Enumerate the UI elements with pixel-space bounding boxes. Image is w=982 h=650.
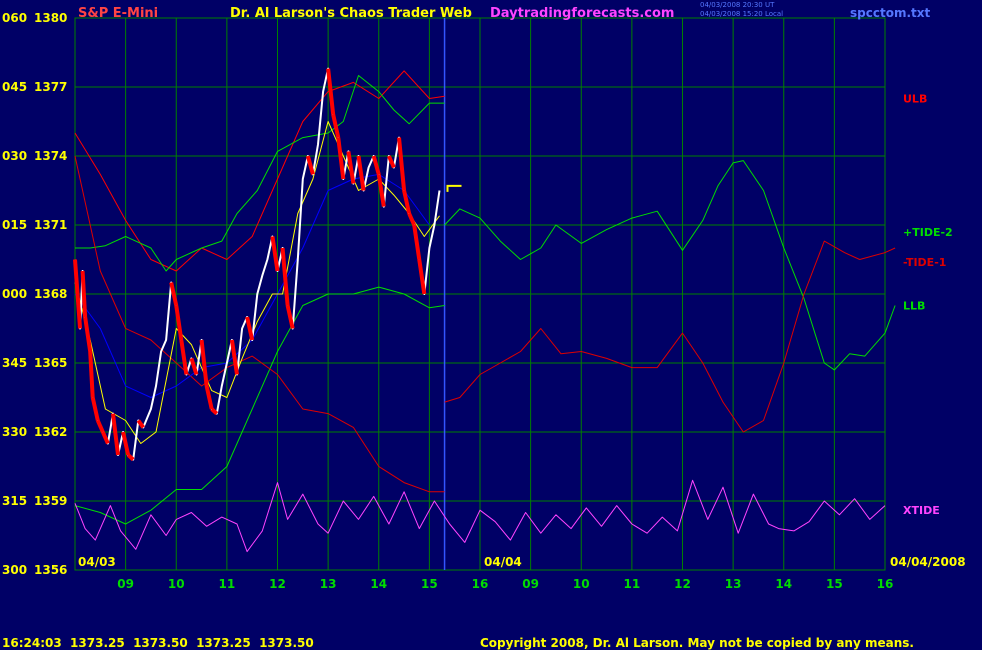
chart-title: Dr. Al Larson's Chaos Trader Web xyxy=(230,6,472,21)
down-price-segment xyxy=(331,114,341,139)
down-price-segment xyxy=(73,259,83,329)
down-price-segment xyxy=(356,155,366,191)
date-label-middle: 04/04 xyxy=(484,555,522,569)
site-link[interactable]: Daytradingforecasts.com xyxy=(490,6,675,21)
instrument-title: S&P E-Mini xyxy=(78,6,159,21)
down-price-segment xyxy=(110,413,121,456)
date-label-start: 04/03 xyxy=(78,555,116,569)
y-tick-degree: 345 xyxy=(2,356,27,370)
y-tick-price: 1359 xyxy=(34,494,67,508)
x-tick-label: 11 xyxy=(219,577,236,591)
down-price-segment xyxy=(336,137,346,180)
y-tick-degree: 330 xyxy=(2,425,27,439)
annotation--tide-2: +TIDE-2 xyxy=(903,226,953,239)
down-price-segment xyxy=(402,190,412,214)
y-tick-price: 1368 xyxy=(34,287,67,301)
x-tick-label: 10 xyxy=(168,577,185,591)
down-price-segment xyxy=(270,236,280,272)
x-tick-label: 15 xyxy=(826,577,843,591)
series--tide-2 xyxy=(75,75,445,272)
x-tick-label: 11 xyxy=(624,577,641,591)
x-tick-label: 12 xyxy=(674,577,691,591)
down-price-segment xyxy=(371,155,381,175)
down-price-segment xyxy=(83,316,93,352)
x-tick-label: 13 xyxy=(725,577,742,591)
down-price-segment xyxy=(101,431,110,445)
down-price-segment xyxy=(88,351,95,398)
down-price-segment xyxy=(407,212,417,226)
down-price-segment xyxy=(397,137,407,191)
down-price-segment xyxy=(210,407,219,416)
y-tick-degree: 000 xyxy=(2,287,27,301)
annotation--tide-1: -TIDE-1 xyxy=(903,256,946,269)
down-price-segment xyxy=(346,151,356,184)
down-price-segment xyxy=(285,305,295,329)
down-price-segment xyxy=(412,224,422,260)
x-tick-label: 10 xyxy=(573,577,590,591)
series--tide-1 xyxy=(74,155,445,493)
x-tick-label: 15 xyxy=(421,577,438,591)
y-tick-degree: 015 xyxy=(2,218,27,232)
down-price-segment xyxy=(326,68,336,115)
x-tick-label: 14 xyxy=(370,577,387,591)
down-price-segment xyxy=(179,339,189,375)
y-tick-degree: 030 xyxy=(2,149,27,163)
quote-line: 16:24:03 1373.25 1373.50 1373.25 1373.50 xyxy=(2,636,314,650)
down-price-segment xyxy=(121,431,131,456)
down-price-segment xyxy=(90,397,100,421)
x-tick-label: 16 xyxy=(877,577,894,591)
annotation-llb: LLB xyxy=(903,300,925,313)
down-price-segment xyxy=(376,174,386,207)
date-label-end: 04/04/2008 xyxy=(890,555,966,569)
y-tick-degree: 060 xyxy=(2,11,27,25)
series-line-6 xyxy=(444,240,896,433)
y-tick-price: 1362 xyxy=(34,425,67,439)
y-tick-price: 1380 xyxy=(34,11,67,25)
down-price-segment xyxy=(80,270,88,318)
y-tick-price: 1365 xyxy=(34,356,67,370)
annotation-ulb: ULB xyxy=(903,93,927,106)
copyright-notice: Copyright 2008, Dr. Al Larson. May not b… xyxy=(480,636,914,650)
y-tick-price: 1374 xyxy=(34,149,67,163)
y-tick-price: 1356 xyxy=(34,563,67,577)
down-price-segment xyxy=(245,316,255,341)
down-price-segment xyxy=(136,419,145,429)
series-line-5 xyxy=(444,160,896,371)
series-line-9 xyxy=(74,67,441,461)
down-price-segment xyxy=(169,282,179,306)
down-price-segment xyxy=(199,339,209,387)
y-tick-price: 1377 xyxy=(34,80,67,94)
down-price-segment xyxy=(417,259,427,295)
down-price-segment xyxy=(204,385,214,410)
down-price-segment xyxy=(280,247,290,306)
series-line-7 xyxy=(74,173,430,398)
x-tick-label: 14 xyxy=(775,577,792,591)
down-price-segment xyxy=(174,305,184,341)
x-tick-label: 12 xyxy=(269,577,286,591)
series-llb xyxy=(74,286,445,525)
last-price-marker xyxy=(446,184,462,192)
down-price-segment xyxy=(305,155,315,175)
annotation-xtide: XTIDE xyxy=(903,504,940,517)
data-filename: spcctom.txt xyxy=(850,6,931,20)
series-ulb xyxy=(74,70,445,272)
y-tick-degree: 045 xyxy=(2,80,27,94)
series-xtide xyxy=(74,479,886,553)
series-line-8 xyxy=(74,121,440,444)
down-price-segment xyxy=(95,419,105,433)
down-price-segment xyxy=(189,357,199,376)
timestamp-ut: 04/03/2008 20:30 UT xyxy=(700,1,775,9)
y-tick-degree: 300 xyxy=(2,563,27,577)
x-tick-label: 09 xyxy=(522,577,539,591)
x-tick-label: 09 xyxy=(117,577,134,591)
x-tick-label: 16 xyxy=(472,577,489,591)
y-tick-price: 1371 xyxy=(34,218,67,232)
y-tick-degree: 315 xyxy=(2,494,27,508)
down-price-segment xyxy=(387,155,396,169)
down-price-segment xyxy=(229,339,239,375)
x-tick-label: 13 xyxy=(320,577,337,591)
timestamp-local: 04/03/2008 15:20 Local xyxy=(700,10,784,18)
down-price-segment xyxy=(126,453,135,462)
